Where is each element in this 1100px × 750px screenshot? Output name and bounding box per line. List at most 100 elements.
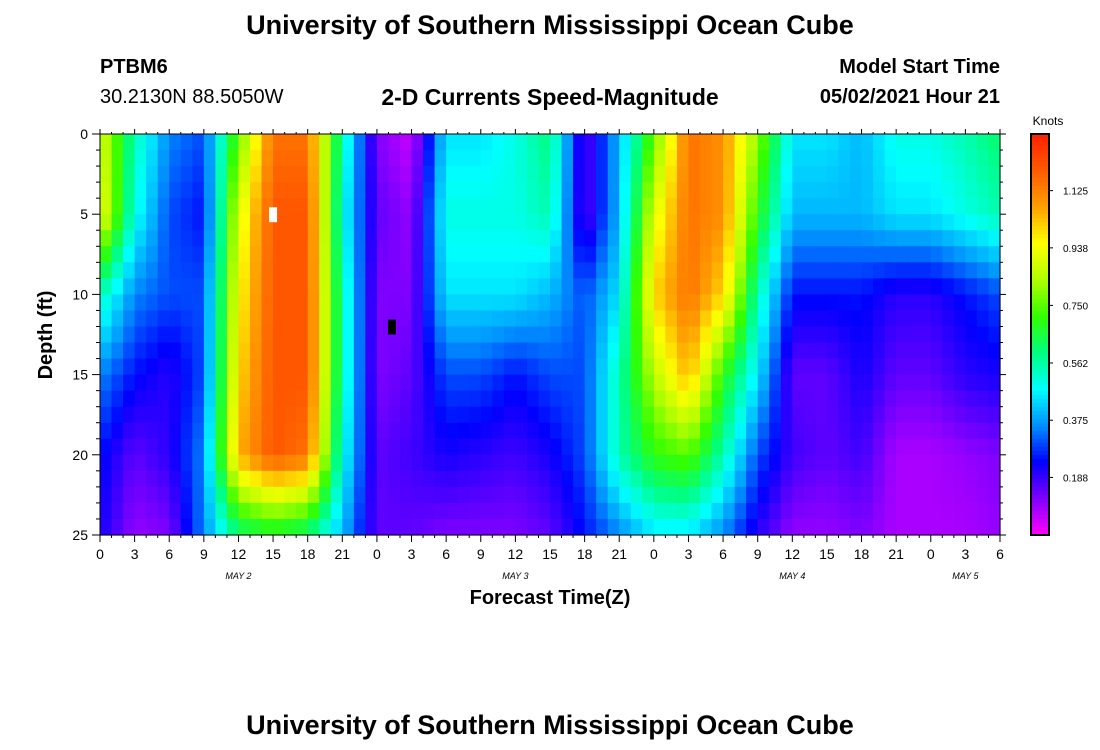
heatmap-cell	[584, 262, 597, 279]
heatmap-cell	[584, 406, 597, 424]
heatmap-cell	[515, 470, 528, 488]
heatmap-cell	[342, 294, 355, 312]
heatmap-cell	[873, 486, 886, 504]
heatmap-cell	[619, 134, 632, 151]
heatmap-cell	[803, 438, 816, 456]
heatmap-cell	[700, 422, 713, 440]
heatmap-cell	[665, 454, 678, 472]
colorbar-swatch	[1031, 462, 1049, 468]
heatmap-cell	[723, 502, 736, 520]
heatmap-cell	[469, 134, 482, 151]
heatmap-cell	[688, 374, 701, 392]
heatmap-cell	[296, 454, 309, 472]
heatmap-cell	[319, 518, 332, 536]
heatmap-cell	[319, 310, 332, 328]
heatmap-cell	[307, 134, 320, 151]
heatmap-cell	[653, 518, 666, 536]
heatmap-cell	[919, 374, 932, 392]
heatmap-cell	[376, 294, 390, 312]
heatmap-cell	[850, 486, 863, 504]
heatmap-cell	[226, 422, 240, 440]
heatmap-cell	[180, 390, 193, 408]
heatmap-cell	[838, 182, 851, 199]
heatmap-cell	[284, 374, 297, 392]
heatmap-cell	[353, 502, 366, 520]
heatmap-cell	[884, 134, 897, 151]
heatmap-cell	[307, 502, 320, 520]
heatmap-cell	[284, 326, 297, 344]
heatmap-cell	[803, 230, 816, 247]
heatmap-cell	[192, 134, 205, 151]
heatmap-cell	[192, 294, 205, 312]
heatmap-cell	[376, 406, 390, 424]
heatmap-cell	[492, 326, 505, 344]
heatmap-cell	[538, 374, 551, 392]
heatmap-cell	[873, 182, 886, 199]
heatmap-cell	[976, 470, 990, 488]
heatmap-cell	[342, 278, 355, 295]
heatmap-cell	[838, 326, 851, 344]
heatmap-cell	[711, 422, 724, 440]
heatmap-cell	[365, 390, 378, 408]
heatmap-cell	[226, 166, 240, 183]
colorbar-swatch	[1031, 494, 1049, 500]
heatmap-cell	[757, 454, 770, 472]
heatmap-cell	[723, 454, 736, 472]
colorbar-tick-label: 1.125	[1063, 187, 1088, 198]
heatmap-cell	[711, 502, 724, 520]
heatmap-cell	[250, 278, 263, 295]
heatmap-cell	[538, 438, 551, 456]
heatmap-cell	[907, 518, 920, 536]
heatmap-cell	[492, 390, 505, 408]
heatmap-cell	[250, 294, 263, 312]
heatmap-cell	[630, 278, 643, 295]
heatmap-cell	[850, 518, 863, 536]
heatmap-cell	[457, 470, 470, 488]
heatmap-cell	[792, 470, 805, 488]
heatmap-cell	[815, 246, 828, 263]
heatmap-cell	[319, 230, 332, 247]
heatmap-cell	[723, 518, 736, 536]
heatmap-cell	[273, 166, 286, 183]
heatmap-cell	[273, 502, 286, 520]
heatmap-cell	[423, 358, 436, 376]
heatmap-cell	[896, 390, 909, 408]
heatmap-cell	[238, 406, 251, 424]
heatmap-cell	[838, 422, 851, 440]
heatmap-cell	[503, 422, 516, 440]
colorbar-swatch	[1031, 306, 1049, 312]
colorbar-swatch	[1031, 242, 1049, 247]
heatmap-cell	[850, 134, 863, 151]
heatmap-cell	[976, 422, 990, 440]
heatmap-cell	[838, 406, 851, 424]
heatmap-cell	[988, 518, 1001, 536]
heatmap-cell	[607, 310, 620, 328]
heatmap-cell	[942, 470, 955, 488]
heatmap-cell	[203, 150, 216, 167]
heatmap-cell	[792, 422, 805, 440]
heatmap-cell	[861, 502, 874, 520]
colorbar-swatch	[1031, 330, 1049, 336]
colorbar-swatch	[1031, 250, 1049, 255]
heatmap-cell	[203, 294, 216, 312]
heatmap-cell	[446, 454, 459, 472]
heatmap-cell	[630, 198, 643, 215]
heatmap-cell	[873, 310, 886, 328]
heatmap-cell	[861, 470, 874, 488]
heatmap-cell	[538, 294, 551, 312]
heatmap-cell	[492, 166, 505, 183]
x-tick-label: 6	[996, 546, 1004, 562]
heatmap-cell	[538, 278, 551, 295]
x-tick-label: 15	[819, 546, 835, 562]
heatmap-cell	[423, 438, 436, 456]
heatmap-cell	[526, 294, 540, 312]
heatmap-cell	[861, 422, 874, 440]
heatmap-cell	[353, 390, 366, 408]
heatmap-cell	[907, 406, 920, 424]
heatmap-cell	[642, 390, 655, 408]
heatmap-cell	[653, 214, 666, 231]
heatmap-cell	[757, 326, 770, 344]
heatmap-cell	[826, 262, 840, 279]
heatmap-cell	[850, 198, 863, 215]
heatmap-cell	[734, 470, 747, 488]
